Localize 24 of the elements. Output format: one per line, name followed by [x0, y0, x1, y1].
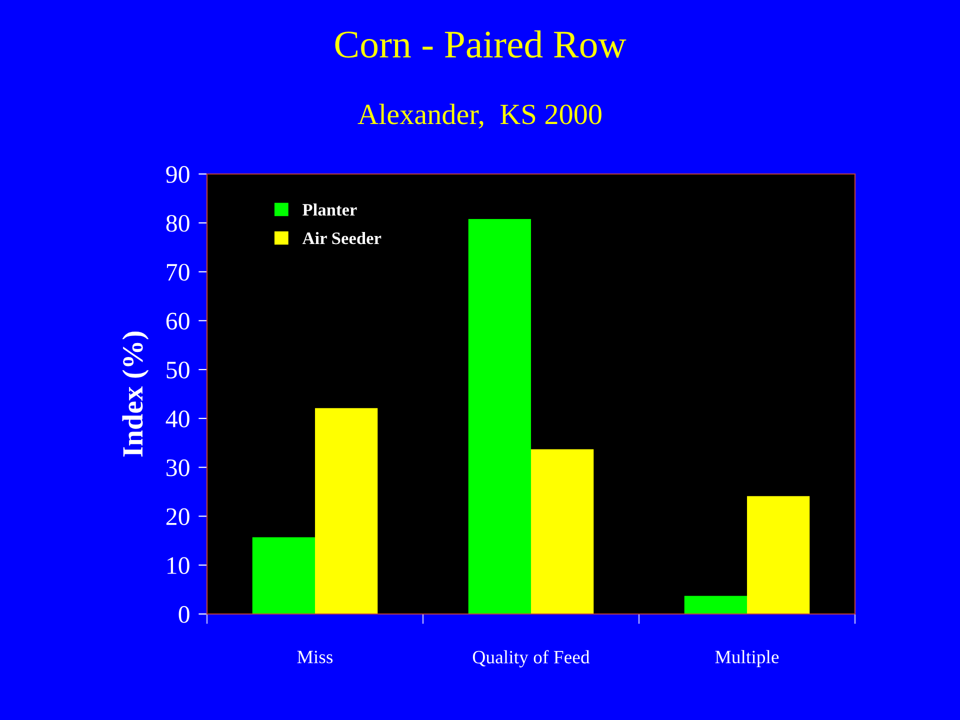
y-tick-label: 70: [166, 264, 190, 281]
bar: [531, 449, 594, 614]
legend-label: Planter: [302, 203, 357, 216]
y-tick-label: 30: [166, 459, 190, 476]
chart-subtitle: Alexander, KS 2000: [358, 104, 602, 128]
y-axis-title: Index (%): [122, 332, 149, 457]
y-tick-label: 50: [166, 362, 190, 378]
bar: [252, 537, 315, 614]
y-tick-label: 40: [166, 410, 190, 428]
y-tick-label: 0: [178, 606, 190, 623]
bar: [468, 218, 531, 614]
y-tick-label: 90: [166, 166, 190, 183]
y-tick-label: 10: [168, 557, 190, 574]
x-tick-label: Quality of Feed: [472, 650, 590, 668]
x-tick-label: Multiple: [715, 650, 779, 668]
y-tick-label: 60: [166, 312, 190, 330]
y-tick-label: 80: [166, 214, 190, 232]
x-tick-label: Miss: [297, 650, 333, 664]
chart-title: Corn - Paired Row: [335, 30, 626, 58]
bar: [684, 596, 747, 614]
legend-label: Air Seeder: [302, 232, 382, 244]
bar: [747, 496, 810, 614]
bar: [315, 408, 378, 614]
y-tick-label: 20: [166, 508, 190, 526]
